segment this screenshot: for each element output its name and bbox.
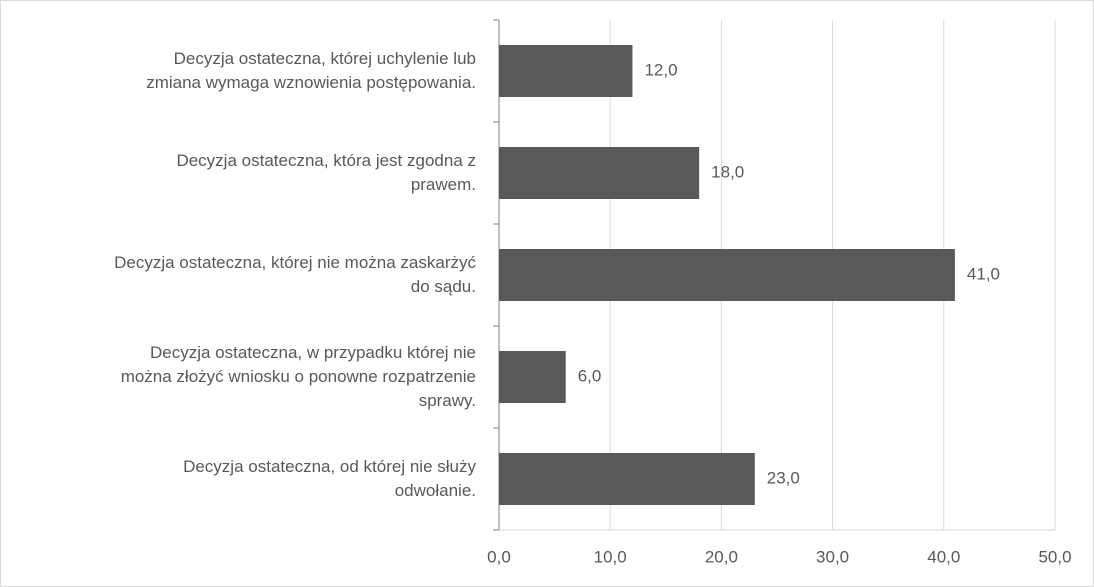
y-tick-label: Decyzja ostateczna, która jest zgodna z … bbox=[176, 151, 476, 194]
data-label: 18,0 bbox=[711, 162, 744, 181]
bar bbox=[499, 351, 566, 403]
bar bbox=[499, 249, 955, 301]
x-tick-label: 20,0 bbox=[705, 547, 738, 566]
x-tick-label: 30,0 bbox=[816, 547, 849, 566]
bar bbox=[499, 453, 755, 505]
data-label: 41,0 bbox=[967, 264, 1000, 283]
bar bbox=[499, 147, 700, 199]
y-tick-label: Decyzja ostateczna, której nie można zas… bbox=[114, 253, 476, 296]
data-label: 6,0 bbox=[578, 366, 602, 385]
data-label: 23,0 bbox=[767, 468, 800, 487]
y-tick-label: Decyzja ostateczna, w przypadku której n… bbox=[120, 343, 476, 410]
data-label: 12,0 bbox=[644, 60, 677, 79]
x-tick-label: 50,0 bbox=[1038, 547, 1071, 566]
bar bbox=[499, 45, 633, 97]
x-tick-label: 0,0 bbox=[487, 547, 511, 566]
x-tick-label: 40,0 bbox=[927, 547, 960, 566]
x-tick-label: 10,0 bbox=[594, 547, 627, 566]
y-tick-label: Decyzja ostateczna, której uchylenie lub… bbox=[146, 49, 476, 92]
y-tick-label: Decyzja ostateczna, od której nie służy … bbox=[183, 457, 476, 500]
